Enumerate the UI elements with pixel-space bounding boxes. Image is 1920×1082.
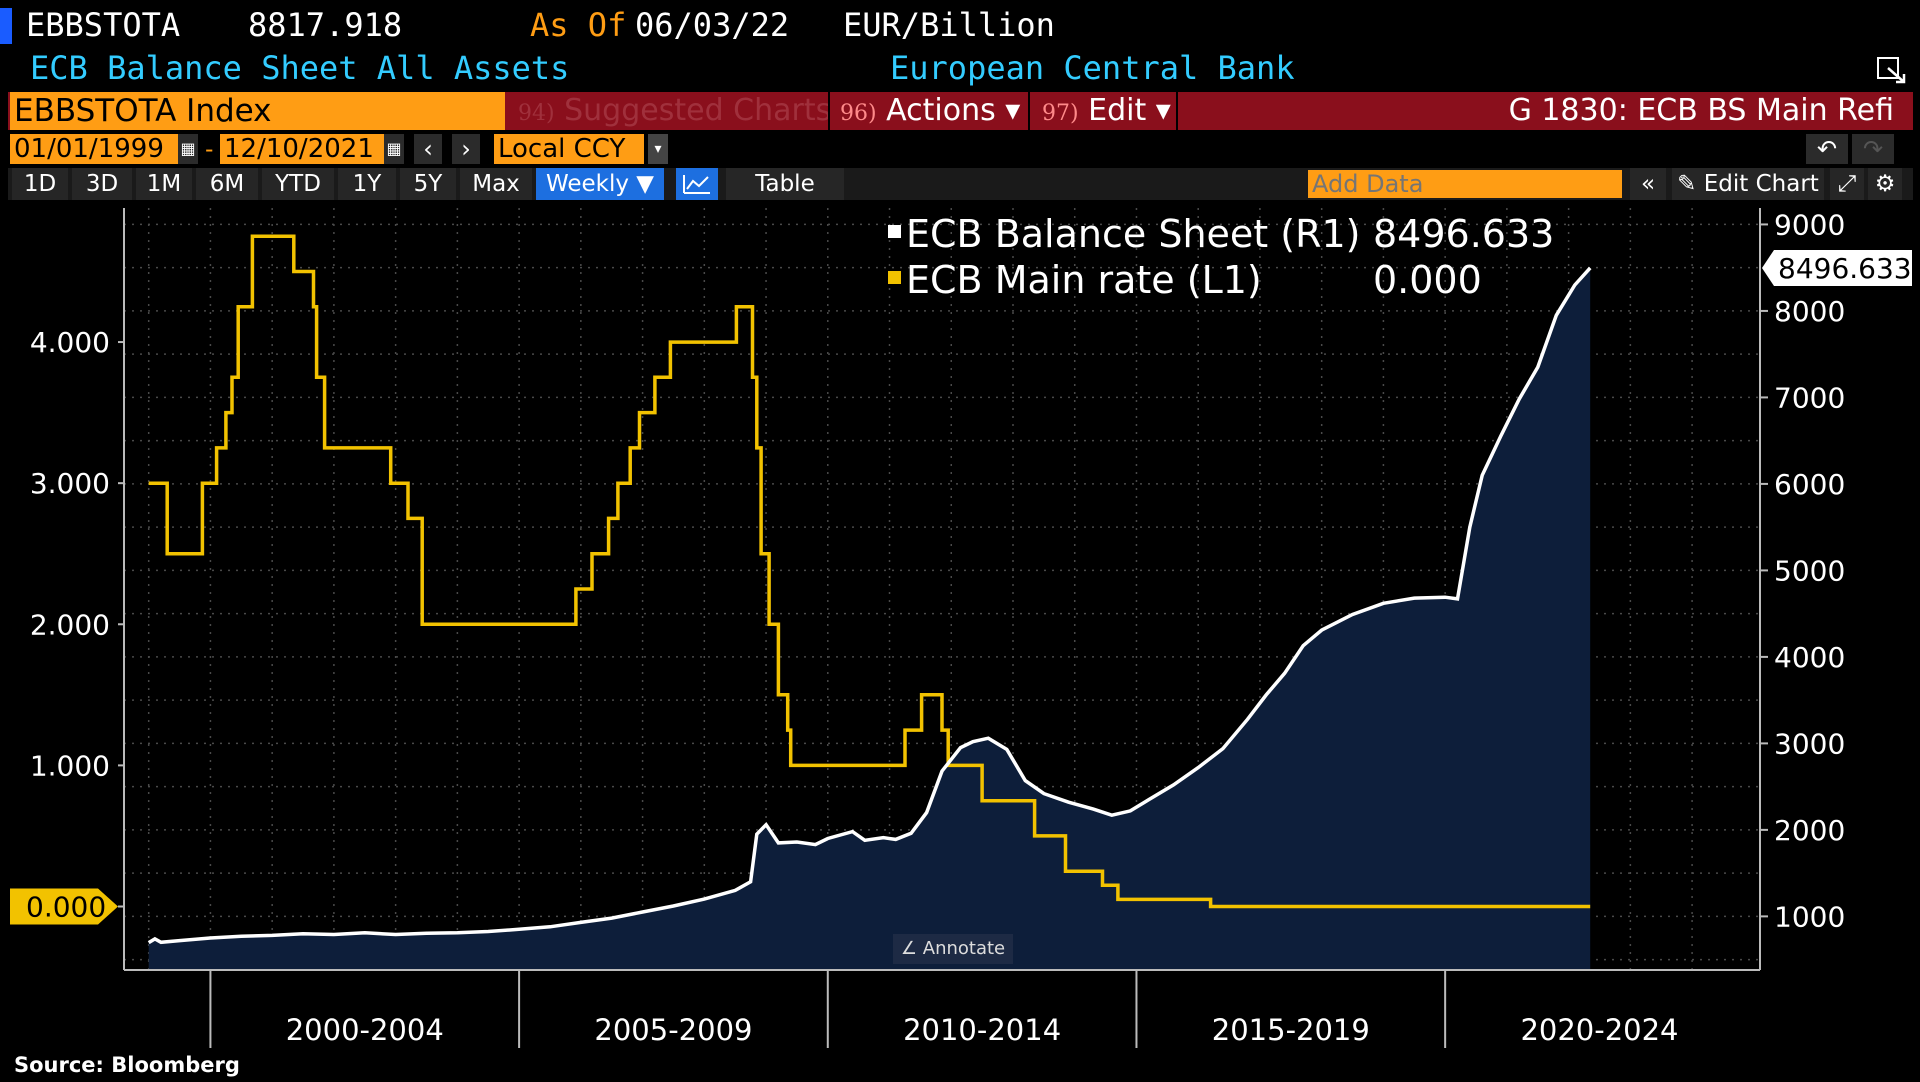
range-1d[interactable]: 1D [12,168,68,200]
units-label: EUR/Billion [843,6,1055,44]
collapse-icon[interactable]: « [1630,168,1666,200]
calendar-icon[interactable]: ▦ [178,134,198,164]
left-tick-label: 3.000 [30,467,110,500]
next-period-icon[interactable]: › [452,134,480,164]
last-value-tag-text: 8496.633 [1778,252,1912,285]
undo-icon[interactable]: ↶ [1806,134,1848,164]
legend-swatch [888,271,901,284]
popout-icon[interactable] [1876,54,1908,84]
as-of-date: 06/03/22 [635,6,790,44]
x-tick-label: 2010-2014 [903,1013,1061,1047]
right-tick-label: 9000 [1774,208,1845,241]
x-tick-label: 2015-2019 [1212,1013,1370,1047]
rate-value-tag [10,888,118,925]
actions-number: 96) [840,101,877,126]
menu-divider [1176,92,1178,130]
as-of-label: As Of [530,6,627,44]
chevron-down-icon[interactable]: ▾ [648,134,668,164]
legend-value: 0.000 [1373,258,1482,302]
source-name: European Central Bank [890,49,1295,87]
actions-label: Actions ▾ [886,93,1021,128]
table-button[interactable]: Table [726,168,844,200]
security-description: ECB Balance Sheet All Assets [30,49,570,87]
edit-chart-label: Edit Chart [1703,171,1819,197]
right-tick-label: 7000 [1774,381,1845,414]
legend-label: ECB Balance Sheet (R1) [906,212,1361,256]
range-6m[interactable]: 6M [196,168,258,200]
last-value: 8817.918 [248,6,403,44]
left-tick-label: 1.000 [30,749,110,782]
x-tick-label: 2020-2024 [1520,1013,1678,1047]
redo-icon[interactable]: ↷ [1852,134,1894,164]
right-tick-label: 4000 [1774,641,1845,674]
right-tick-label: 5000 [1774,554,1845,587]
menu-divider [1028,92,1030,130]
calendar-icon[interactable]: ▦ [384,134,404,164]
right-tick-label: 6000 [1774,468,1845,501]
legend-value: 8496.633 [1373,212,1554,256]
edit-number: 97) [1042,101,1079,126]
template-label[interactable]: G 1830: ECB BS Main Refi [1508,93,1894,128]
balance-sheet-area [148,267,1591,970]
edit-menu[interactable]: 97) Edit ▾ [1042,92,1171,130]
range-max[interactable]: Max [460,168,532,200]
pencil-icon: ✎ [1677,171,1697,197]
range-ytd[interactable]: YTD [262,168,334,200]
edit-chart-button[interactable]: ✎ Edit Chart [1672,168,1824,200]
range-3d[interactable]: 3D [72,168,132,200]
main-rate-line [148,234,1591,909]
date-dash: - [202,135,217,163]
x-tick-label: 2000-2004 [286,1013,444,1047]
start-date-field[interactable]: 01/01/1999 [10,134,178,164]
currency-select[interactable]: Local CCY [494,134,644,164]
chart-area: 1.000 2.000 3.000 4.000 1000 2000 3000 4000 5000… [10,208,1912,1048]
menu-divider [828,92,830,130]
gear-icon[interactable]: ⚙ [1868,168,1902,200]
left-tick-label: 4.000 [30,326,110,359]
annotate-button[interactable]: ∠ Annotate [893,934,1013,964]
add-data-input[interactable] [1308,170,1622,198]
legend-label: ECB Main rate (L1) [906,258,1262,302]
right-tick-label: 8000 [1774,295,1845,328]
frequency-select[interactable]: Weekly ▼ [536,168,664,200]
actions-menu[interactable]: 96) Actions ▾ [840,92,1020,130]
left-tick-label: 2.000 [30,608,110,641]
right-tick-label: 1000 [1774,900,1845,933]
end-date-field[interactable]: 12/10/2021 [220,134,384,164]
suggested-number: 94) [518,101,555,126]
line-chart-icon[interactable] [676,168,718,200]
chart-edit-icon[interactable]: ⤢ [1830,168,1864,200]
source-footer: Source: Bloomberg [14,1053,240,1077]
security-color-marker [0,8,12,44]
range-5y[interactable]: 5Y [400,168,456,200]
pencil-icon: ∠ [900,938,918,959]
range-1y[interactable]: 1Y [338,168,396,200]
annotate-label: Annotate [922,938,1006,959]
prev-period-icon[interactable]: ‹ [414,134,442,164]
balance-sheet-line [147,266,1592,945]
rate-value-tag-text: 0.000 [26,891,106,924]
suggested-charts-button[interactable]: 94) Suggested Charts [518,92,831,130]
edit-label: Edit ▾ [1088,93,1171,128]
ticker-label: EBBSTOTA [26,6,181,44]
last-value-tag [1762,249,1912,286]
x-tick-label: 2005-2009 [594,1013,752,1047]
right-tick-label: 2000 [1774,814,1845,847]
range-1m[interactable]: 1M [136,168,192,200]
right-tick-label: 3000 [1774,727,1845,760]
security-field[interactable]: EBBSTOTA Index [10,92,505,130]
legend-swatch [888,225,901,238]
suggested-label: Suggested Charts [564,93,832,128]
